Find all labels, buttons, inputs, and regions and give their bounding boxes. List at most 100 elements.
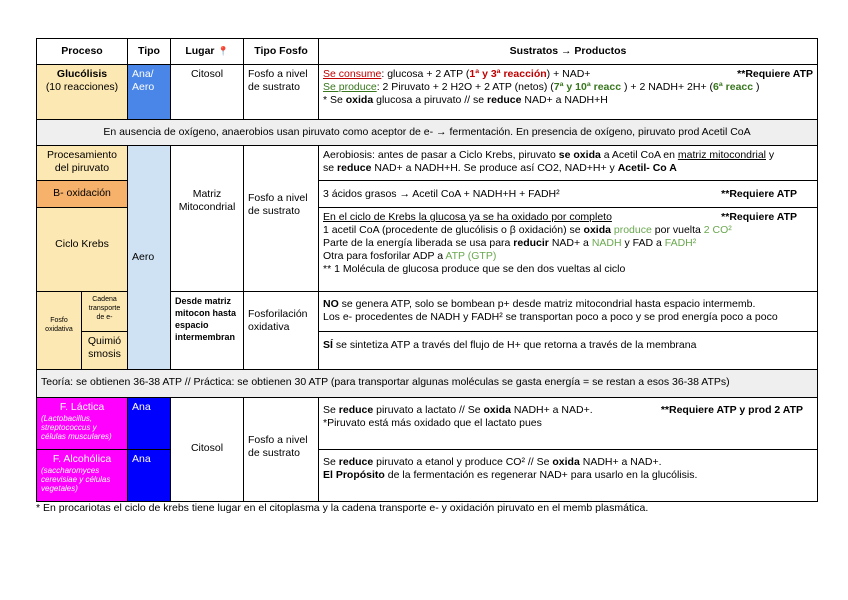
cadena-sustratos: NO se genera ATP, solo se bombean p+ des… [318, 291, 818, 332]
alcoholica-tipo: Ana [127, 449, 171, 502]
text-segment: Otra para fosforilar ADP a [323, 250, 446, 262]
fosfo-ox-proceso: Fosfo oxidativa [36, 291, 82, 370]
krebs-proceso: Ciclo Krebs [36, 207, 128, 292]
text-segment: NADH+ a NAD+. [510, 404, 593, 416]
text-segment: : 2 Piruvato + 2 H2O + 2 ATP (netos) ( [376, 81, 554, 93]
text-segment: oxida [552, 456, 580, 468]
lactica-tipo: Ana [127, 397, 171, 450]
text-segment: ) + 2 NADH+ 2H+ ( [624, 81, 713, 93]
text-segment: ) + NAD+ [546, 68, 591, 80]
text-segment: reduce [337, 162, 372, 174]
text-segment: NAD+ a NADH+H. Se produce así CO2, NAD+H… [371, 162, 618, 174]
glucolisis-lugar: Citosol [170, 64, 244, 120]
text-segment: se oxida [558, 149, 601, 161]
text-line: Se produce: 2 Piruvato + 2 H2O + 2 ATP (… [323, 81, 813, 94]
glucolisis-sub: (10 reacciones) [45, 81, 119, 93]
text-segment: oxida [583, 224, 611, 236]
text-segment: SÍ [323, 339, 333, 351]
text-segment: NADH+ a NAD+. [579, 456, 662, 468]
text-segment: En el ciclo de Krebs la glucosa ya se ha… [323, 211, 612, 223]
text-segment: Se [323, 456, 339, 468]
text-line: Otra para fosforilar ADP a ATP (GTP) [323, 250, 797, 263]
quimiosmosis-sustratos: SÍ se sintetiza ATP a través del flujo d… [318, 331, 818, 370]
text-segment: Aerobiosis: antes de pasar a Ciclo Krebs… [323, 149, 559, 161]
procesamiento-sustratos: Aerobiosis: antes de pasar a Ciclo Krebs… [318, 145, 818, 181]
ferm-lugar: Citosol [170, 397, 244, 502]
alcoholica-sustratos: Se reduce piruvato a etanol y produce CO… [318, 449, 818, 502]
text-segment: de la fermentación es regenerar NAD+ par… [384, 469, 698, 481]
alcoholica-sub: (saccharomyces cerevisiae y células vege… [41, 466, 111, 493]
glucolisis-sustratos: **Requiere ATP Se consume: glucosa + 2 AT… [318, 64, 818, 120]
header-sustratos: Sustratos → Productos [318, 38, 818, 65]
text-line: Parte de la energía liberada se usa para… [323, 237, 797, 250]
fosforilacion-fosfo: Fosforilación oxidativa [243, 291, 319, 370]
text-segment: Se consume [323, 68, 382, 80]
text-segment: * Se [323, 94, 346, 106]
requirement-note: **Requiere ATP [721, 211, 797, 223]
text-line: ** 1 Molécula de glucosa produce que se … [323, 263, 797, 276]
text-line: El Propósito de la fermentación es regen… [323, 469, 813, 482]
text-line: **Requiere ATP 3 ácidos grasos → Acetil C… [323, 188, 797, 201]
text-segment: ) [756, 81, 760, 93]
text-segment: Los e- procedentes de NADH y FADH² se tr… [323, 311, 778, 323]
band-atp: Teoría: se obtienen 36-38 ATP // Práctic… [36, 369, 818, 398]
text-segment: *Piruvato está más oxidado que el lactat… [323, 417, 542, 429]
text-segment: ATP (GTP) [445, 250, 497, 262]
boxidacion-proceso: B- oxidación [36, 180, 128, 208]
text-segment: reduce [338, 456, 374, 468]
ferm-fosfo: Fosfo a nivel de sustrato [243, 397, 319, 502]
text-segment: reducir [513, 237, 549, 249]
header-tipo: Tipo [127, 38, 171, 65]
text-segment: oxida [483, 404, 511, 416]
header-lugar: Lugar 📍 [170, 38, 244, 65]
text-line: SÍ se sintetiza ATP a través del flujo d… [323, 339, 813, 352]
text-line: Los e- procedentes de NADH y FADH² se tr… [323, 311, 813, 324]
text-segment: se genera ATP, solo se bombean p+ desde … [338, 298, 756, 310]
glucolisis-name: Glucólisis [56, 68, 108, 80]
header-proceso: Proceso [36, 38, 128, 65]
text-line: **Requiere ATP Se consume: glucosa + 2 AT… [323, 68, 813, 81]
text-segment: NO [323, 298, 339, 310]
text-segment: oxida [345, 94, 374, 106]
text-segment: Parte de la energía liberada se usa para [323, 237, 514, 249]
text-segment: ** 1 Molécula de glucosa produce que se … [323, 263, 626, 275]
text-segment: Se produce [323, 81, 377, 93]
requirement-note: **Requiere ATP [737, 68, 813, 80]
lactica-sustratos: **Requiere ATP y prod 2 ATP Se reduce pir… [318, 397, 818, 450]
text-line: se reduce NAD+ a NADH+H. Se produce así … [323, 162, 813, 175]
header-tipo-fosfo: Tipo Fosfo [243, 38, 319, 65]
lactica-proceso: F. Láctica (Lactobacillus, streptococcus … [36, 397, 128, 450]
text-segment: 3 ácidos grasos → Acetil CoA + NADH+H + … [323, 188, 560, 200]
pin-icon: 📍 [217, 46, 229, 56]
band-fermentacion: En ausencia de oxígeno, anaerobios usan … [36, 119, 818, 146]
alcoholica-name: F. Alcohólica [52, 453, 112, 465]
requirement-note: **Requiere ATP [721, 188, 797, 200]
text-line: Aerobiosis: antes de pasar a Ciclo Krebs… [323, 149, 813, 162]
text-line: **Requiere ATP y prod 2 ATP Se reduce pir… [323, 404, 803, 417]
text-segment: Se [323, 404, 339, 416]
text-segment: 2 CO² [703, 224, 732, 236]
text-segment: NADH [591, 237, 622, 249]
text-segment: por vuelta [651, 224, 704, 236]
boxidacion-sustratos: **Requiere ATP 3 ácidos grasos → Acetil C… [318, 180, 818, 208]
text-segment: 1 acetil CoA (procedente de glucólisis o… [323, 224, 584, 236]
aero-tipo: Aero [127, 145, 171, 370]
text-line: *Piruvato está más oxidado que el lactat… [323, 417, 803, 430]
text-line: Se reduce piruvato a etanol y produce CO… [323, 456, 813, 469]
requirement-note: **Requiere ATP y prod 2 ATP [660, 404, 803, 416]
text-segment: reduce [338, 404, 374, 416]
text-line: 1 acetil CoA (procedente de glucólisis o… [323, 224, 797, 237]
text-line: **Requiere ATP En el ciclo de Krebs la gl… [323, 211, 797, 224]
text-segment: reduce [487, 94, 522, 106]
text-segment: 1ª y 3ª reacción [469, 68, 547, 80]
text-line: NO se genera ATP, solo se bombean p+ des… [323, 298, 813, 311]
text-segment: a Acetil CoA en [600, 149, 678, 161]
text-segment: piruvato a etanol y produce CO² // Se [373, 456, 553, 468]
text-segment: El Propósito [323, 469, 385, 481]
procesamiento-proceso: Procesamiento del piruvato [36, 145, 128, 181]
krebs-sustratos: **Requiere ATP En el ciclo de Krebs la gl… [318, 207, 818, 292]
text-segment: glucosa a piruvato // se [373, 94, 488, 106]
text-segment: 6ª reacc [713, 81, 757, 93]
text-segment: y FAD a [621, 237, 665, 249]
text-segment: NAD+ a [548, 237, 592, 249]
